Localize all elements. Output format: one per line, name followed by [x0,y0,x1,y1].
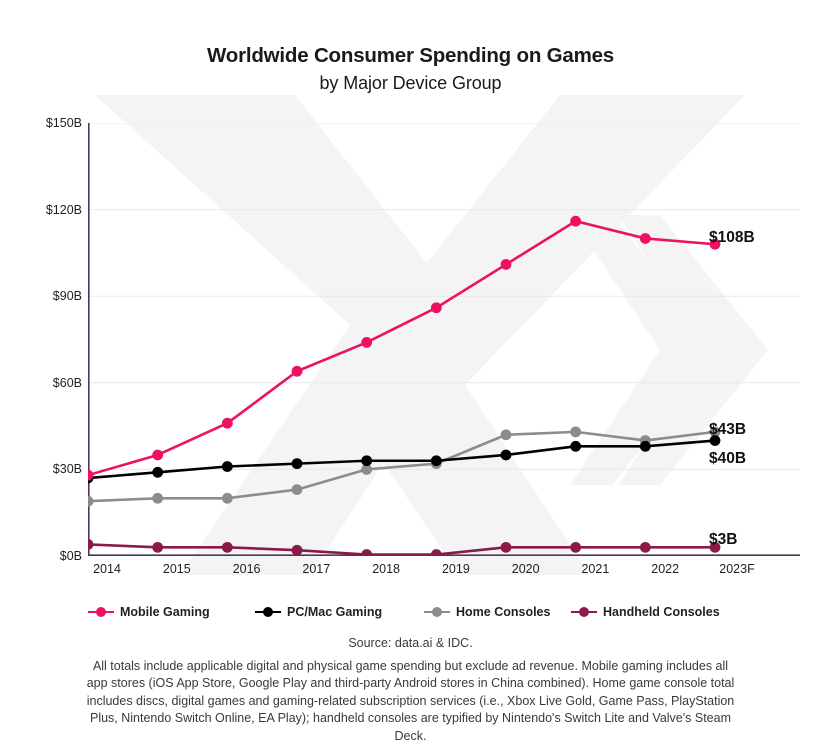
x-tick-1: 2015 [162,562,191,576]
gridlines [88,123,800,470]
legend-marker-mobile-gaming [88,606,114,618]
chart-subtitle: by Major Device Group [319,73,502,93]
x-tick-7: 2021 [581,562,610,576]
legend-label-handheld-consoles: Handheld Consoles [603,605,720,619]
series-mobile-gaming [88,215,721,481]
legend-item-home-consoles[interactable]: Home Consoles [424,605,550,619]
legend-label-pc-mac-gaming: PC/Mac Gaming [287,605,383,619]
y-tick-5: $150B [45,116,82,130]
legend-item-handheld-consoles[interactable]: Handheld Consoles [571,605,720,619]
end-label-mobile-gaming: $108B [709,229,755,246]
legend-label-mobile-gaming: Mobile Gaming [120,605,210,619]
legend-item-pc-mac-gaming[interactable]: PC/Mac Gaming [255,605,382,619]
x-tick-9: 2023F [719,562,755,576]
legend-marker-home-consoles [424,606,450,618]
x-tick-8: 2022 [651,562,680,576]
y-axis-labels: $0B $30B $60B $90B $120B $150B [12,116,82,563]
footnote-text: All totals include applicable digital an… [86,659,735,743]
chart-legend: Mobile Gaming PC/Mac Gaming Home Console… [88,605,800,625]
end-label-handheld-consoles: $3B [709,531,738,548]
series-handheld-consoles [88,539,721,556]
x-tick-2: 2016 [232,562,261,576]
y-tick-2: $60B [52,375,82,390]
end-label-pc-mac-gaming: $40B [709,450,747,467]
x-tick-5: 2019 [441,562,470,576]
y-tick-1: $30B [52,462,82,477]
legend-label-home-consoles: Home Consoles [456,605,551,619]
end-label-home-consoles: $43B [709,421,747,438]
chart-title: Worldwide Consumer Spending on Games [206,44,615,67]
y-tick-4: $120B [45,202,82,217]
y-tick-0: $0B [59,549,82,563]
axis-lines [88,123,800,556]
x-tick-0: 2014 [93,562,121,576]
source-text: Source: data.ai & IDC. [348,636,473,650]
y-tick-3: $90B [52,289,82,304]
legend-marker-pc-mac-gaming [255,606,281,618]
legend-item-mobile-gaming[interactable]: Mobile Gaming [88,605,210,619]
legend-marker-handheld-consoles [571,606,597,618]
x-tick-4: 2018 [372,562,400,576]
x-tick-3: 2017 [302,562,331,576]
plot-area [88,123,800,556]
series-home-consoles [88,426,721,507]
x-axis-labels: 2014 2015 2016 2017 2018 2019 2020 2021 … [88,562,800,584]
x-tick-6: 2020 [511,562,540,576]
